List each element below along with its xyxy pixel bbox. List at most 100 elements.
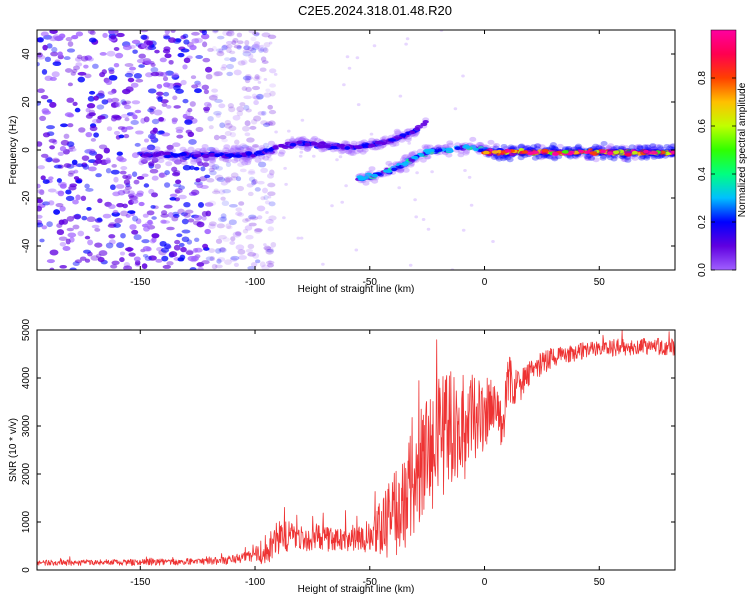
spectrogram-cell xyxy=(207,200,217,207)
spectrogram-cell xyxy=(224,57,231,61)
spectrogram-cell xyxy=(340,200,345,204)
spectrogram-cell xyxy=(185,129,193,134)
spectrogram-cell xyxy=(287,129,291,133)
spectrogram-cell xyxy=(259,46,268,53)
spectrogram-cell xyxy=(179,152,187,156)
spectrogram-cell xyxy=(349,151,357,156)
spectrogram-cell xyxy=(183,39,190,45)
spectrogram-cell xyxy=(67,82,73,87)
spectrogram-cell xyxy=(87,239,94,246)
snr-y-tick-label: 0 xyxy=(21,567,32,573)
spectrogram-cell xyxy=(158,172,168,178)
spectrogram-cell xyxy=(224,259,232,265)
spectrogram-cell xyxy=(224,130,232,136)
spectrogram-cell xyxy=(216,51,225,57)
spectrogram-cell xyxy=(239,143,247,149)
spectrogram-cell xyxy=(196,183,204,189)
spectrogram-cell xyxy=(299,145,306,151)
spectrogram-cell xyxy=(457,152,465,158)
spectrogram-cell xyxy=(164,243,171,250)
spectrogram-cell xyxy=(202,156,210,162)
spectrogram-cell xyxy=(193,166,200,171)
spectrogram-cell xyxy=(44,56,52,63)
spectrogram-cell xyxy=(265,218,274,225)
spectrogram-cell xyxy=(110,184,116,191)
spectrogram-cell xyxy=(118,157,127,163)
spectrogram-cell xyxy=(40,153,49,158)
spectrogram-cell xyxy=(191,84,199,89)
spectrogram-cell xyxy=(143,183,150,188)
spectrogram-cell xyxy=(76,54,83,60)
spectrogram-cell xyxy=(163,46,171,52)
spectrogram-cell xyxy=(149,168,159,174)
spectrogram-cell xyxy=(278,144,286,148)
spectrogram-cell xyxy=(350,140,358,146)
spectrogram-cell xyxy=(244,160,252,166)
spectrogram-cell xyxy=(241,160,249,166)
spectrogram-cell xyxy=(167,212,174,218)
spectrogram-cell xyxy=(372,44,377,48)
spectrogram-cell xyxy=(213,134,220,141)
spectrogram-cell xyxy=(173,159,182,165)
spectrogram-cell xyxy=(96,104,105,110)
spectrogram-cell xyxy=(249,216,259,221)
spectrogram-cell xyxy=(243,104,250,111)
snr-series-line xyxy=(37,330,675,566)
spectrogram-cell xyxy=(430,170,434,174)
spectrogram-cell xyxy=(130,119,139,126)
spectrogram-cell xyxy=(172,142,181,148)
spectrogram-cell xyxy=(397,186,402,190)
spectrogram-cell xyxy=(112,191,121,197)
spectrogram-cell xyxy=(250,262,258,268)
spectrogram-cell xyxy=(118,134,125,139)
spectrogram-cell xyxy=(162,76,169,82)
spectrogram-cell xyxy=(89,30,96,36)
spectrogram-cell xyxy=(344,149,352,155)
spectrogram-cell xyxy=(491,155,496,159)
spectrogram-cell xyxy=(266,260,275,265)
spectrogram-cell xyxy=(152,127,158,133)
spectrogram-cell xyxy=(163,91,170,97)
spectrogram-cell xyxy=(225,40,234,45)
spectrogram-cell xyxy=(163,82,171,88)
spectrogram-cell xyxy=(59,264,68,269)
spectrogram-cell xyxy=(202,149,209,155)
spectrogram-cell xyxy=(164,170,170,176)
spectrogram-cell xyxy=(389,142,397,148)
spectrogram-cell xyxy=(260,167,268,174)
spectrogram-cell xyxy=(66,227,74,232)
spectrogram-cell xyxy=(196,221,205,228)
spectrogram-cell xyxy=(178,242,185,247)
spectrogram-cell xyxy=(424,154,432,160)
spectrogram-cell xyxy=(242,228,249,234)
spectrogram-cell xyxy=(226,63,235,70)
spectrogram-cell xyxy=(42,132,51,138)
spectrogram-cell xyxy=(189,101,196,107)
spectrogram-cell xyxy=(309,137,317,143)
spectrogram-cell xyxy=(269,83,277,88)
spectrogram-cell xyxy=(59,183,67,189)
spectrogram-cell xyxy=(272,145,279,150)
spectrogram-cell xyxy=(296,140,303,145)
spectrogram-cell xyxy=(123,104,132,110)
spectrogram-cell xyxy=(77,76,86,83)
spectrogram-cell xyxy=(143,153,152,157)
spectrogram-cell xyxy=(244,39,250,46)
spectrogram-cell xyxy=(172,157,180,163)
spectrogram-cell xyxy=(224,176,233,183)
spectrogram-cell xyxy=(377,144,385,150)
spectrogram-cell xyxy=(202,41,208,48)
spectrogram-cell xyxy=(222,147,230,153)
spectrogram-cell xyxy=(228,203,238,208)
spectrogram-cell xyxy=(203,101,212,107)
spectrogram-cell xyxy=(49,267,55,270)
spectrogram-cell xyxy=(421,218,426,221)
spectrogram-cell xyxy=(217,216,227,223)
spectrogram-cell xyxy=(37,222,44,228)
spectrogram-cell xyxy=(62,246,71,251)
spectrogram-cell xyxy=(209,158,217,164)
spectrogram-cell xyxy=(204,228,212,235)
spectrogram-cell xyxy=(269,68,277,74)
spectrogram-cell xyxy=(147,108,154,113)
spectrogram-cell xyxy=(260,56,267,62)
